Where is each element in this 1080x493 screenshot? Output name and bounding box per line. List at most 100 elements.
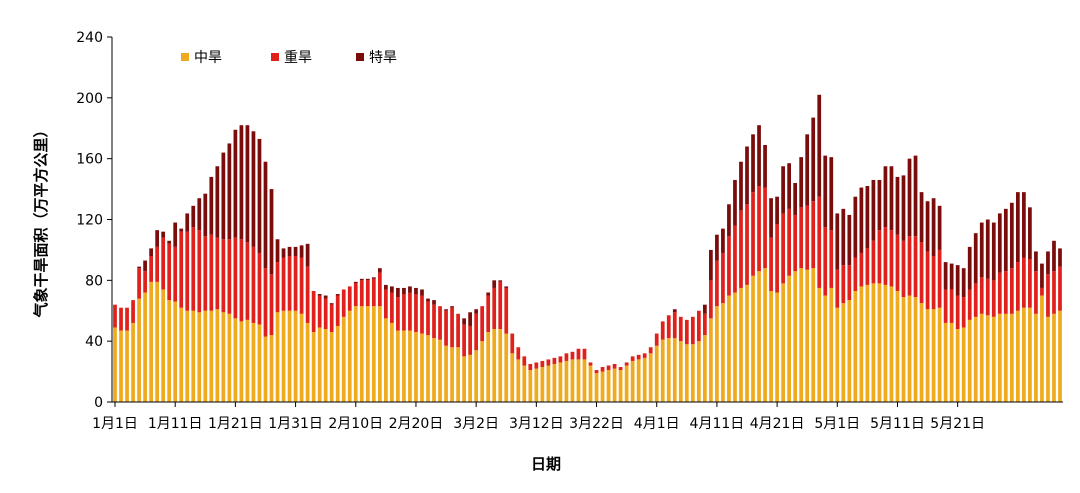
bar-extreme-127 [877, 179, 882, 231]
bar-severe-34 [317, 295, 322, 328]
bar-severe-6 [149, 256, 153, 282]
bar-moderate-22 [245, 319, 250, 403]
x-ticks: 1月1日 1月11日 1月21日 1月31日 2月10日 2月20日 3月2日 3月12日 3月… [92, 402, 985, 432]
bar-severe-117 [817, 196, 822, 288]
y-tick-label-5: 200 [76, 91, 103, 107]
bar-severe-119 [829, 230, 834, 288]
bar-extreme-154 [1040, 263, 1044, 288]
bar-severe-105 [745, 204, 749, 285]
bar-severe-103 [733, 225, 737, 293]
bar-extreme-157 [1058, 248, 1062, 267]
x-tick-label-2: 1月21日 [208, 416, 263, 432]
bar-moderate-45 [384, 318, 388, 402]
bar-moderate-95 [684, 344, 689, 402]
bar-severe-54 [438, 306, 442, 340]
bar-severe-80 [594, 370, 599, 374]
bar-severe-86 [630, 356, 635, 361]
x-tick-label-6: 3月2日 [453, 416, 499, 432]
bar-extreme-149 [1009, 202, 1014, 269]
bar-moderate-64 [498, 329, 503, 402]
bar-moderate-42 [365, 306, 370, 402]
bar-moderate-12 [185, 310, 190, 402]
bar-severe-39 [347, 286, 352, 311]
bar-severe-108 [763, 187, 767, 269]
bar-moderate-2 [125, 330, 129, 402]
bar-moderate-39 [347, 310, 352, 402]
bar-moderate-52 [426, 335, 430, 402]
bar-extreme-104 [739, 161, 743, 211]
bar-severe-104 [739, 210, 743, 288]
bar-extreme-144 [979, 222, 984, 278]
bar-moderate-33 [311, 332, 316, 402]
bar-severe-24 [257, 252, 262, 325]
bar-severe-79 [588, 362, 593, 366]
bar-severe-116 [811, 201, 816, 269]
bar-severe-140 [955, 295, 960, 329]
bar-severe-23 [251, 246, 256, 323]
bar-extreme-122 [847, 214, 852, 266]
bar-severe-48 [402, 294, 406, 331]
bar-severe-136 [931, 256, 936, 310]
bar-moderate-112 [787, 275, 791, 402]
bar-moderate-84 [618, 370, 623, 402]
bar-extreme-31 [299, 245, 304, 258]
bar-severe-43 [371, 278, 376, 307]
bar-moderate-149 [1009, 313, 1014, 402]
bar-moderate-100 [715, 306, 719, 402]
bar-severe-46 [390, 292, 394, 323]
bar-moderate-36 [329, 332, 334, 402]
bar-severe-144 [979, 277, 984, 314]
bar-severe-157 [1058, 266, 1062, 311]
bar-severe-12 [185, 231, 190, 311]
bar-extreme-98 [703, 304, 707, 314]
bar-severe-129 [889, 230, 894, 287]
bar-moderate-92 [666, 338, 671, 403]
bar-moderate-72 [546, 365, 551, 402]
bar-severe-27 [275, 262, 280, 313]
bar-moderate-86 [630, 360, 635, 402]
bar-moderate-70 [534, 368, 539, 402]
bar-severe-146 [991, 280, 996, 317]
bar-severe-71 [540, 360, 545, 368]
legend-label-moderate: 中旱 [194, 50, 222, 66]
bar-severe-128 [883, 227, 888, 285]
bar-severe-127 [877, 230, 882, 284]
bar-moderate-57 [456, 347, 460, 402]
bar-moderate-29 [287, 310, 292, 402]
bar-severe-89 [648, 347, 653, 354]
bar-extreme-147 [997, 213, 1002, 273]
bar-extreme-93 [672, 309, 677, 313]
bar-moderate-55 [444, 345, 448, 402]
bar-extreme-16 [209, 176, 214, 235]
bar-severe-29 [287, 256, 292, 311]
bar-severe-3 [131, 300, 135, 323]
bar-severe-147 [997, 272, 1002, 314]
bar-extreme-120 [835, 213, 840, 270]
bar-extreme-130 [895, 176, 900, 235]
bar-moderate-114 [799, 268, 804, 402]
bar-moderate-134 [919, 303, 924, 402]
bar-extreme-37 [335, 294, 340, 296]
bar-extreme-146 [991, 222, 996, 281]
bar-extreme-137 [937, 205, 942, 250]
bar-moderate-10 [173, 301, 178, 403]
bar-severe-76 [570, 351, 575, 360]
bar-severe-98 [703, 313, 707, 336]
bar-severe-49 [408, 292, 412, 331]
bar-extreme-51 [420, 289, 424, 296]
bar-severe-28 [281, 257, 286, 311]
bar-extreme-113 [793, 183, 798, 215]
bar-severe-7 [155, 246, 160, 282]
y-tick-label-2: 80 [85, 273, 103, 289]
bar-severe-154 [1040, 287, 1044, 296]
bar-moderate-43 [371, 306, 376, 402]
bar-severe-132 [907, 236, 912, 296]
bar-moderate-31 [299, 313, 304, 402]
bar-severe-123 [853, 257, 858, 291]
bar-moderate-80 [594, 373, 599, 402]
bar-extreme-140 [955, 265, 960, 296]
bar-moderate-48 [402, 330, 406, 402]
bar-severe-112 [787, 208, 791, 276]
bar-moderate-152 [1028, 307, 1032, 402]
